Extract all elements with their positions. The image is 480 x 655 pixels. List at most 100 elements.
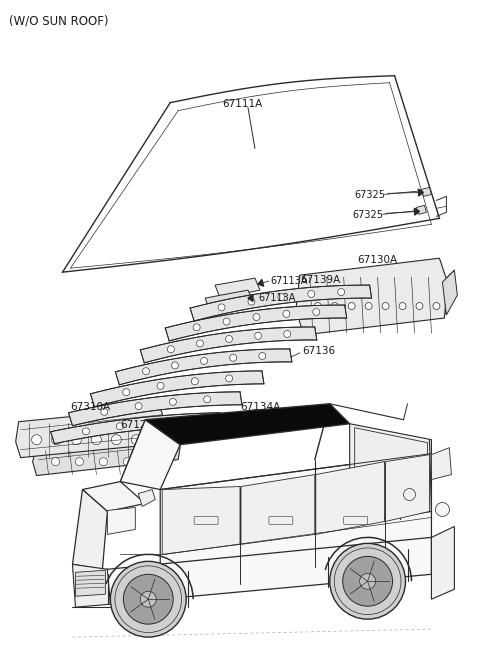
Circle shape [343,556,393,606]
Circle shape [132,435,141,445]
Text: 67113A: 67113A [270,276,307,286]
Polygon shape [215,278,260,298]
Circle shape [223,318,230,325]
Circle shape [83,428,89,435]
Circle shape [123,388,130,396]
Polygon shape [75,571,106,596]
Circle shape [365,303,372,310]
Polygon shape [205,290,254,311]
Text: 67130A: 67130A [358,255,398,265]
Polygon shape [69,392,242,426]
Text: 67136: 67136 [302,346,335,356]
Circle shape [201,358,207,364]
Text: 67111A: 67111A [222,99,262,109]
Circle shape [313,309,320,316]
Circle shape [75,458,84,466]
Polygon shape [350,424,432,525]
Text: 67325: 67325 [355,191,385,200]
Polygon shape [162,487,240,554]
Circle shape [416,303,423,310]
Polygon shape [50,413,222,443]
Polygon shape [421,187,432,196]
Circle shape [123,458,132,466]
Polygon shape [190,285,372,321]
FancyBboxPatch shape [194,516,218,525]
Polygon shape [296,258,447,335]
Circle shape [196,340,204,347]
Circle shape [99,458,108,466]
Circle shape [157,383,164,389]
Circle shape [348,303,355,310]
Polygon shape [419,189,423,196]
Circle shape [101,408,108,415]
Text: 67134A: 67134A [240,402,280,412]
Circle shape [226,375,233,382]
Circle shape [169,398,176,405]
Circle shape [399,303,406,310]
Polygon shape [108,508,135,534]
Circle shape [171,362,179,369]
Circle shape [123,574,173,624]
Circle shape [147,458,155,466]
Polygon shape [33,434,180,476]
Polygon shape [72,565,110,607]
Polygon shape [145,403,350,445]
Polygon shape [90,371,264,407]
Polygon shape [16,408,165,458]
Circle shape [51,435,61,445]
Circle shape [278,293,285,301]
Circle shape [284,331,291,337]
Polygon shape [120,420,180,489]
Polygon shape [160,454,432,599]
Circle shape [192,378,198,384]
Circle shape [308,290,315,297]
Text: 67310A: 67310A [71,402,110,412]
Text: 67122A: 67122A [120,420,161,430]
Circle shape [111,435,121,445]
Circle shape [433,303,440,310]
Circle shape [435,502,449,516]
Circle shape [253,314,260,320]
Text: 67325: 67325 [353,210,384,220]
Circle shape [51,458,60,466]
Polygon shape [165,305,347,341]
Text: 67139A: 67139A [300,275,340,285]
Polygon shape [72,489,108,569]
Polygon shape [258,280,264,286]
Circle shape [283,310,290,318]
Text: 67132A: 67132A [215,422,255,432]
Polygon shape [432,527,455,599]
Circle shape [193,324,200,331]
Circle shape [338,289,345,295]
FancyBboxPatch shape [269,516,293,525]
Polygon shape [443,270,457,315]
Polygon shape [355,428,428,519]
Circle shape [254,332,262,339]
Polygon shape [385,455,430,521]
Circle shape [382,303,389,310]
Circle shape [72,435,82,445]
Text: (W/O SUN ROOF): (W/O SUN ROOF) [9,15,108,28]
Polygon shape [414,208,420,215]
Text: 67113A: 67113A [258,293,295,303]
Polygon shape [248,295,253,301]
Polygon shape [115,349,292,385]
Circle shape [168,346,174,353]
Polygon shape [83,481,145,512]
Circle shape [110,561,186,637]
Circle shape [259,352,266,360]
Circle shape [150,419,157,426]
Circle shape [404,489,416,500]
Polygon shape [432,447,451,479]
Circle shape [135,403,142,409]
Polygon shape [241,475,315,544]
Polygon shape [316,462,384,534]
Circle shape [226,335,232,343]
Polygon shape [417,206,426,214]
FancyBboxPatch shape [344,516,368,525]
Circle shape [360,573,376,590]
Circle shape [314,303,321,310]
Circle shape [140,591,156,607]
Circle shape [116,422,123,430]
Circle shape [184,417,191,424]
